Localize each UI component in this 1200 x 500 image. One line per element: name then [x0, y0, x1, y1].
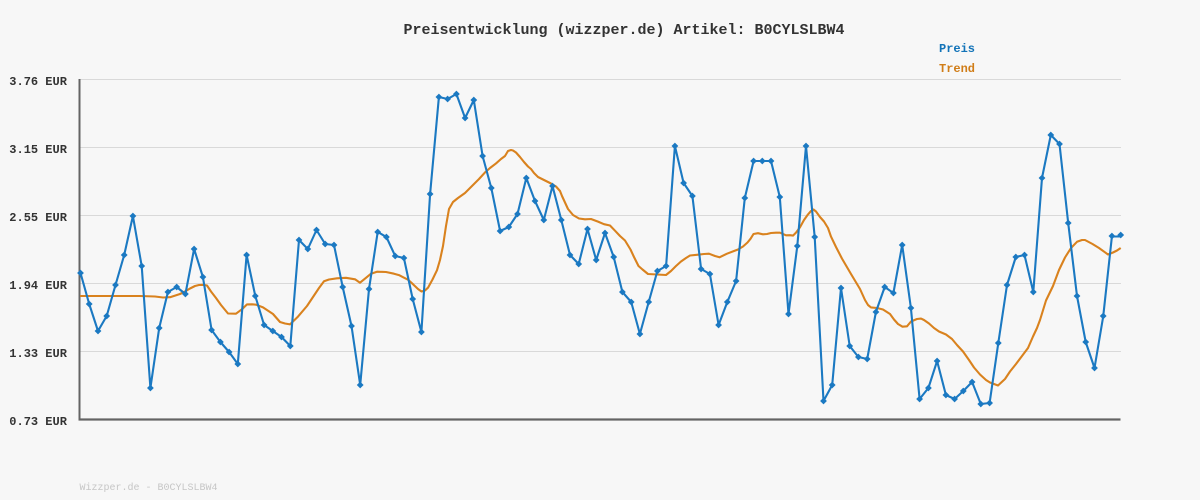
svg-text:2.55 EUR: 2.55 EUR — [9, 211, 67, 225]
svg-text:0.73 EUR: 0.73 EUR — [9, 415, 67, 429]
svg-text:3.15 EUR: 3.15 EUR — [9, 143, 67, 157]
svg-text:Preis: Preis — [939, 42, 975, 56]
svg-text:Wizzper.de - B0CYLSLBW4: Wizzper.de - B0CYLSLBW4 — [80, 482, 218, 494]
svg-text:Preisentwicklung (wizzper.de): Preisentwicklung (wizzper.de) Artikel: B… — [403, 22, 844, 39]
svg-text:3.76 EUR: 3.76 EUR — [9, 75, 67, 89]
svg-text:Trend: Trend — [939, 62, 975, 76]
svg-text:1.94 EUR: 1.94 EUR — [9, 279, 67, 293]
svg-text:1.33 EUR: 1.33 EUR — [9, 347, 67, 361]
